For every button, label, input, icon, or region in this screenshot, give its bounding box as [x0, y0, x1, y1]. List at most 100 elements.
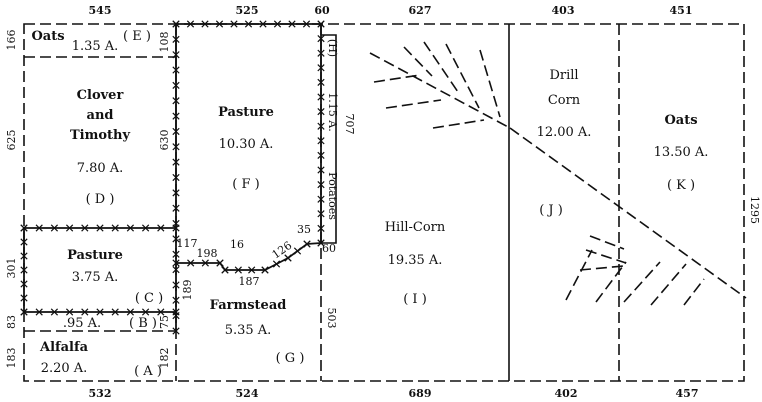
hill-corn-hatching-lower: [565, 235, 705, 306]
fence-mark: [221, 266, 229, 274]
fence-mark: [172, 265, 180, 274]
fence-mark: [216, 259, 224, 267]
fence-mark: [172, 189, 180, 197]
dimension-top: 525: [236, 4, 259, 17]
fence-mark: [201, 20, 209, 28]
fence-mark: [172, 20, 180, 28]
fence-mark: [317, 20, 325, 28]
dimension-top: 403: [552, 4, 575, 17]
fence-mark: [172, 158, 180, 166]
fence-mark: [317, 210, 325, 218]
fence-mark: [172, 250, 180, 258]
fence-mark: [172, 112, 180, 120]
fence-mark: [317, 239, 325, 247]
dimension-bottom: 402: [555, 387, 578, 400]
field-d-name-line: Timothy: [70, 128, 130, 143]
fence-marks: [20, 20, 325, 335]
field-j-letter: ( J ): [539, 203, 563, 218]
fence-mark: [215, 20, 224, 28]
field-b-letter: ( B ): [129, 316, 157, 331]
dimension-right: 1295: [748, 196, 761, 224]
field-a-name: Alfalfa: [39, 340, 89, 355]
field-i-letter: ( I ): [403, 292, 427, 307]
dimension-left: 83: [5, 315, 18, 329]
field-d-area: 7.80 A.: [77, 161, 124, 176]
dimension-left: 625: [5, 130, 18, 151]
dimension-inner: 503: [325, 308, 338, 329]
fence-mark: [172, 143, 180, 151]
field-c-letter: ( C ): [135, 291, 163, 306]
dimension-inner: 198: [197, 247, 218, 260]
field-j-name-line: Corn: [548, 93, 581, 108]
fence-mark: [317, 64, 325, 72]
field-e-letter: ( E ): [123, 29, 151, 44]
dimension-inner: 16: [230, 238, 244, 251]
fence-mark: [248, 266, 256, 274]
fence-mark: [141, 308, 150, 316]
field-a-area: 2.20 A.: [41, 361, 88, 376]
dimension-inner: 60: [322, 242, 336, 255]
field-c-name: Pasture: [67, 248, 123, 263]
farm-boundary: [23, 23, 745, 382]
fence-mark: [288, 20, 296, 28]
fence-mark: [172, 51, 180, 59]
fence-mark: [244, 20, 253, 28]
fence-mark: [317, 122, 325, 130]
fence-mark: [172, 259, 180, 267]
fence-mark: [187, 259, 195, 267]
field-d-name-line: Clover: [77, 88, 124, 103]
dimension-bottom: 689: [409, 387, 432, 400]
fence-mark: [65, 308, 74, 316]
fence-mark: [317, 34, 325, 43]
fence-mark: [317, 224, 325, 233]
fence-mark: [172, 173, 180, 182]
fence-mark: [172, 35, 180, 43]
fence-mark: [111, 224, 119, 232]
dimension-inner: 630: [158, 130, 171, 151]
fence-mark: [234, 266, 242, 274]
dimension-inner: 75: [158, 315, 171, 329]
fence-mark: [35, 308, 43, 316]
fence-mark: [261, 266, 269, 274]
dimension-bottom: 457: [676, 387, 699, 400]
fence-mark: [172, 204, 180, 212]
fence-mark: [317, 195, 325, 203]
fence-mark: [172, 296, 180, 304]
fence-mark: [20, 252, 28, 260]
dimension-left: 166: [5, 30, 18, 51]
fence-mark: [172, 81, 180, 90]
field-e-name: Oats: [31, 29, 64, 44]
fence-mark: [317, 107, 325, 116]
fence-mark: [111, 308, 119, 316]
fence-mark: [172, 66, 180, 74]
fence-mark: [172, 224, 180, 232]
fence-mark: [81, 224, 89, 232]
dimension-top: 545: [89, 4, 112, 17]
fence-mark: [284, 254, 292, 262]
potatoes-plot-boundary: [321, 34, 337, 244]
fence-mark: [317, 93, 325, 101]
dimension-inner: 182: [158, 348, 171, 369]
dimension-top: 627: [409, 4, 432, 17]
fence-mark: [272, 260, 281, 268]
field-h-name: Potatoes: [326, 172, 339, 220]
fence-mark: [172, 97, 180, 105]
field-f-name: Pasture: [218, 105, 274, 120]
fence-mark: [50, 224, 59, 232]
fence-mark: [172, 127, 180, 136]
fence-mark: [35, 224, 43, 232]
field-h-letter: (H): [326, 39, 339, 57]
field-i-name: Hill-Corn: [385, 220, 446, 235]
field-k-letter: ( K ): [667, 178, 695, 193]
field-k-name: Oats: [664, 113, 697, 128]
fence-mark: [172, 235, 180, 243]
fence-mark: [172, 281, 180, 289]
fence-mark: [141, 224, 150, 232]
hill-corn-hatching-upper: [369, 41, 747, 299]
fence-mark: [201, 259, 209, 267]
field-h-area: 1.15 A.: [326, 92, 339, 131]
fence-mark: [230, 20, 238, 28]
field-g-letter: ( G ): [276, 351, 305, 366]
dimension-bottom: 532: [89, 387, 112, 400]
